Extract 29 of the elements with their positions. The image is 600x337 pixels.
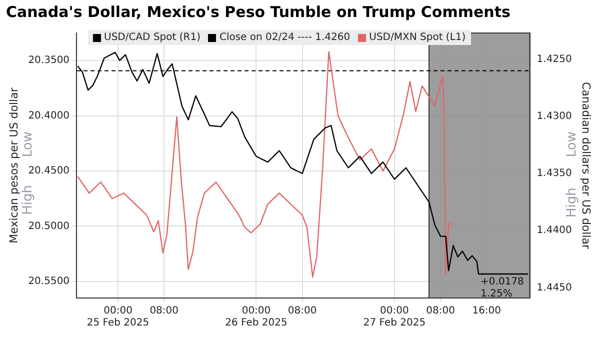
legend-label: Close on 02/24 ---- 1.4260 bbox=[219, 32, 350, 43]
x-tick-label: 00:00 26 Feb 2025 bbox=[225, 306, 288, 329]
x-tick-label: 00:00 25 Feb 2025 bbox=[86, 306, 150, 329]
text: Low bbox=[564, 131, 580, 158]
y-axis-title: Mexican pesos per US dollar bbox=[7, 87, 20, 244]
x-tick-label: 08:00 bbox=[426, 306, 455, 317]
y-tick-label: 20.5000 bbox=[28, 220, 70, 232]
y-tick-label: 20.4500 bbox=[28, 166, 70, 177]
annotation: +0.0178 bbox=[480, 276, 524, 288]
y2-tick-label: 1.4350 bbox=[536, 168, 572, 180]
legend-label: USD/MXN Spot (L1) bbox=[369, 32, 466, 43]
y-tick-label: 20.3500 bbox=[28, 55, 70, 66]
legend-label: USD/CAD Spot (R1) bbox=[104, 32, 200, 43]
x-tick-label: 00:00 27 Feb 2025 bbox=[363, 306, 426, 329]
text: High bbox=[20, 185, 36, 215]
x-tick-label: 08:00 bbox=[150, 306, 179, 317]
text: Low bbox=[20, 131, 36, 158]
y-tick-label: 20.4000 bbox=[28, 110, 70, 122]
y2-tick-label: 1.4250 bbox=[536, 54, 572, 65]
text: High bbox=[564, 188, 580, 218]
y2-tick-label: 1.4400 bbox=[536, 225, 572, 236]
x-tick-label: 08:00 bbox=[288, 306, 317, 317]
x-tick-label: 16:00 bbox=[472, 306, 502, 317]
annotation: 1.25% bbox=[480, 288, 512, 300]
y-tick-label: 20.5500 bbox=[28, 276, 70, 288]
y2-tick-label: 1.4450 bbox=[536, 282, 572, 294]
y2-tick-label: 1.4300 bbox=[536, 110, 572, 122]
y2-axis-title: Canadian dollars per US dollar bbox=[580, 82, 593, 250]
chart-title: Canada's Dollar, Mexico's Peso Tumble on Trump Comments bbox=[5, 2, 512, 23]
